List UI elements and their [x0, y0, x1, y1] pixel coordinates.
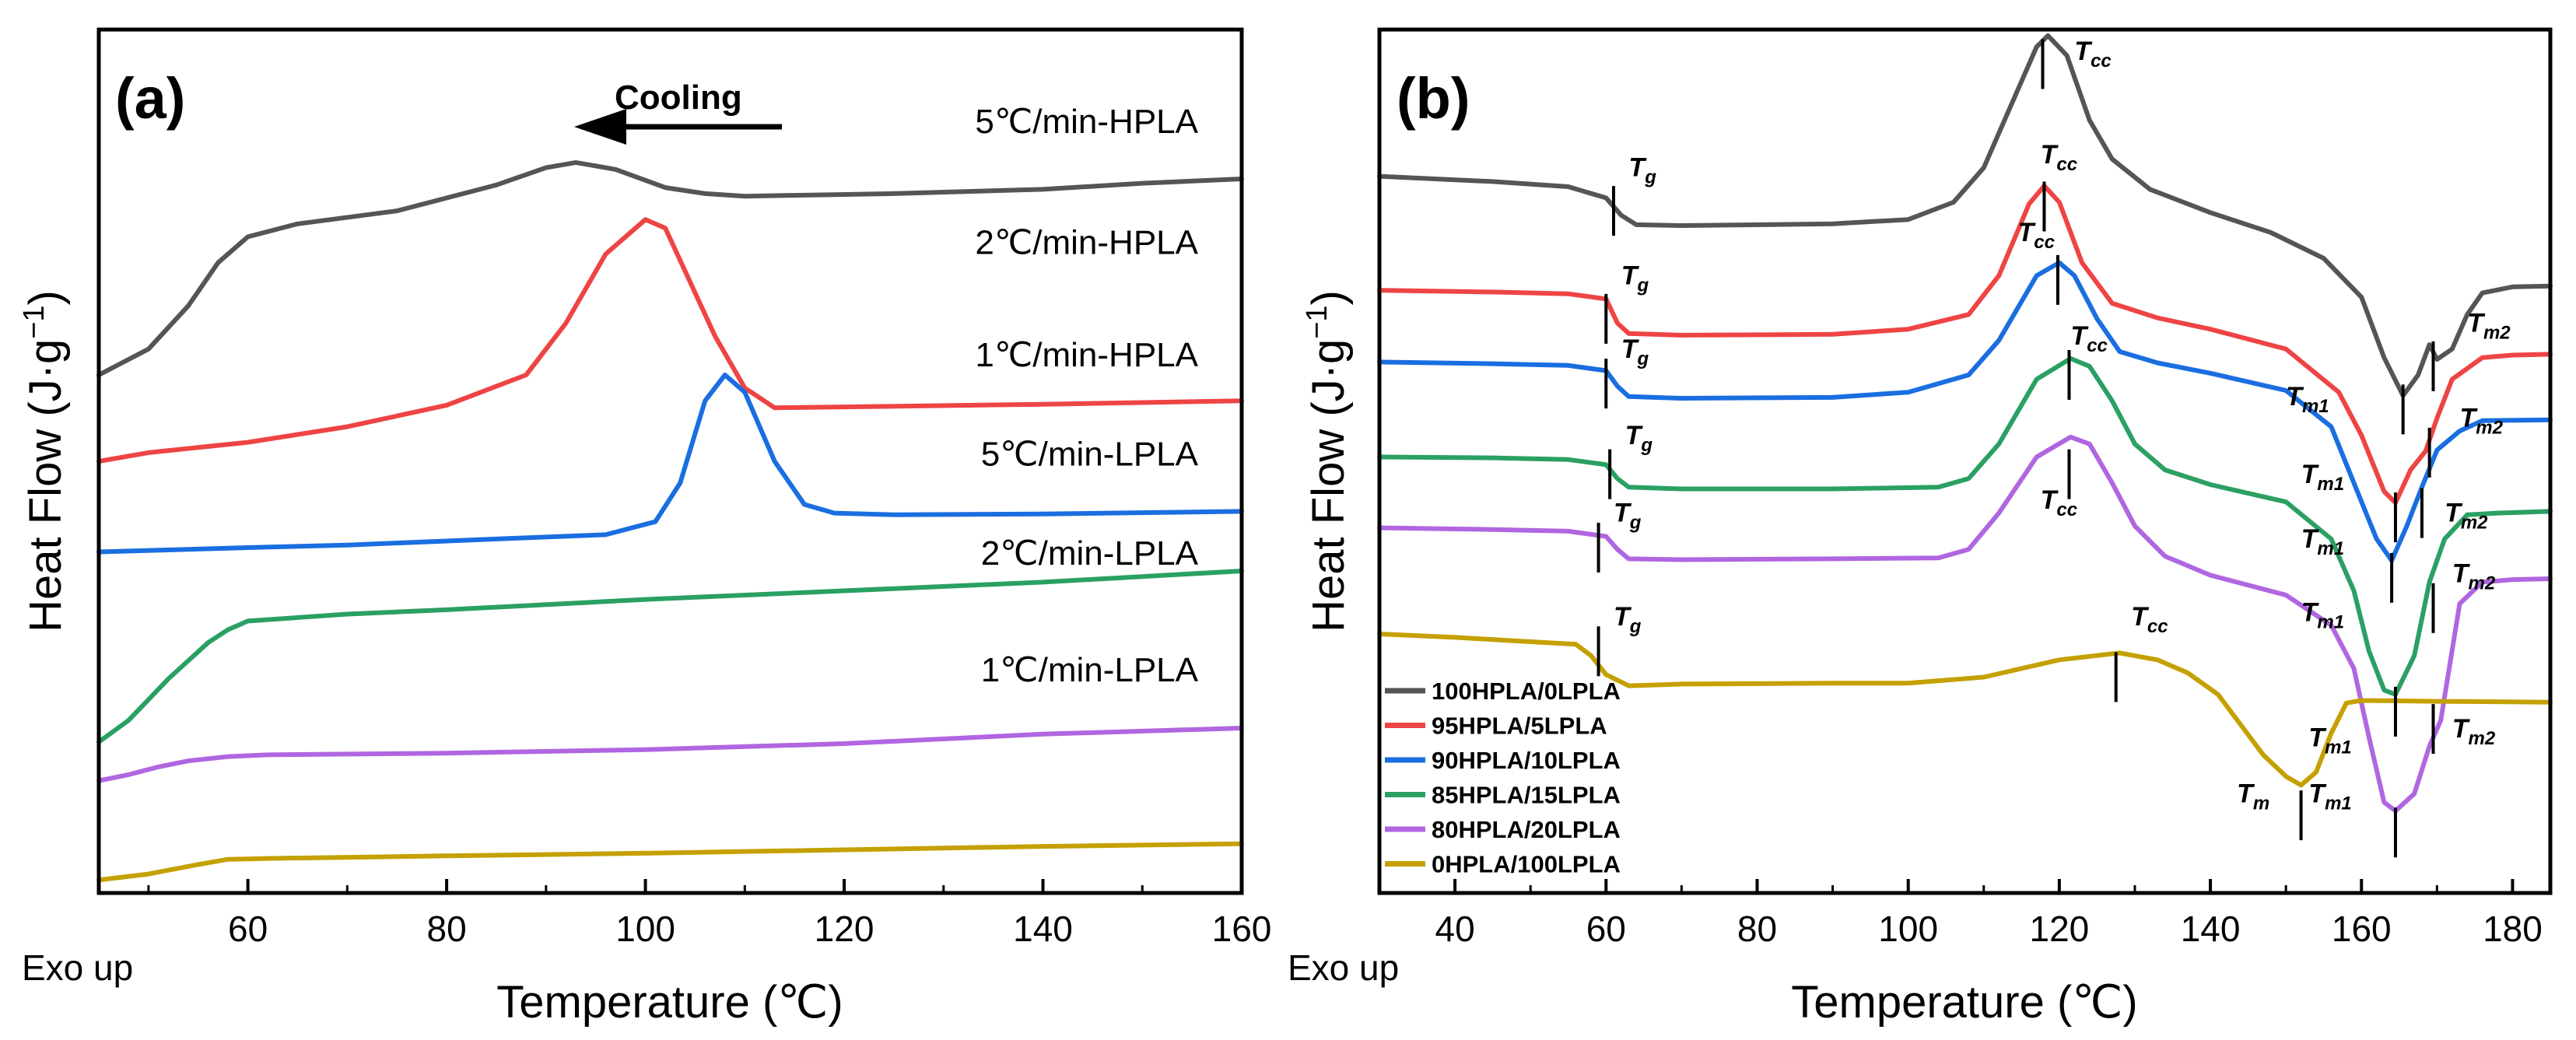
panel-b-legend: 100HPLA/0LPLA 95HPLA/5LPLA 90HPLA/10LPLA 85… [1385, 678, 1621, 878]
series-line-b-1 [1377, 183, 2553, 506]
annotation-label-21: Tm2 [2452, 714, 2496, 749]
cooling-arrow-icon [574, 109, 782, 145]
panel-b-y-label-close: ) [1303, 290, 1354, 305]
series-line-b-0 [1377, 33, 2553, 398]
series-line-b-5 [1377, 632, 2553, 788]
panel-b-x-axis-label: Temperature (℃) [1791, 977, 2137, 1028]
panel-a-x-ticks: 60 80 100 120 140 160 [147, 879, 1272, 949]
series-label-a-4: 2℃/min-LPLA [981, 534, 1199, 573]
x-tick-label-b-1: 60 [1586, 909, 1626, 949]
x-tick-label-b-3: 100 [1878, 909, 1938, 949]
annotation-label-13: Tm2 [2467, 309, 2511, 344]
x-tick-label-b-4: 120 [2029, 909, 2089, 949]
series-line-b-3 [1377, 355, 2553, 697]
annotation-label-1: Tg [1628, 153, 1656, 188]
series-line-b-2 [1377, 260, 2553, 563]
x-tick-label-a-2: 100 [615, 909, 675, 949]
legend-label-0: 100HPLA/0LPLA [1432, 678, 1621, 705]
annotation-label-2: Tcc [2041, 140, 2077, 175]
panel-a-frame [96, 27, 1244, 895]
series-line-a-3 [96, 569, 1244, 744]
series-label-a-2: 1℃/min-HPLA [975, 336, 1198, 374]
annotation-label-7: Tg [1625, 421, 1653, 456]
annotation-label-20: Tm1 [2308, 723, 2351, 758]
annotation-label-18: Tm1 [2301, 597, 2344, 632]
series-line-b-4 [1377, 434, 2553, 814]
panel-a-y-label-close: ) [20, 290, 71, 305]
panel-a-corner-label: Exo up [22, 947, 133, 988]
series-line-a-0 [96, 159, 1244, 377]
x-tick-label-b-2: 80 [1737, 909, 1777, 949]
annotation-label-4: Tcc [2017, 218, 2054, 253]
series-line-a-1 [96, 217, 1244, 464]
legend-label-4: 80HPLA/20LPLA [1432, 816, 1621, 843]
series-label-a-0: 5℃/min-HPLA [975, 103, 1198, 141]
annotation-label-0: Tcc [2074, 37, 2111, 72]
annotation-label-23: Tm1 [2308, 779, 2351, 814]
x-tick-label-b-6: 160 [2332, 909, 2392, 949]
panel-a-y-label-main: Heat Flow (J·g [20, 339, 71, 632]
panel-a-series-labels: 5℃/min-HPLA 2℃/min-HPLA 1℃/min-HPLA 5℃/min-… [975, 103, 1198, 689]
series-line-a-4 [96, 726, 1244, 783]
panel-b-x-ticks: 40 60 80 100 120 140 160 180 [1435, 879, 2543, 949]
annotation-label-3: Tg [1621, 261, 1649, 296]
legend-label-1: 95HPLA/5LPLA [1432, 713, 1607, 740]
annotation-label-8: Tcc [2041, 485, 2077, 520]
x-tick-label-a-4: 140 [1013, 909, 1073, 949]
x-tick-label-b-7: 180 [2483, 909, 2543, 949]
panel-b-y-label-sup: −1 [1301, 305, 1334, 338]
annotation-label-15: Tm2 [2459, 404, 2503, 439]
annotation-label-19: Tm2 [2452, 559, 2496, 594]
x-tick-label-a-5: 160 [1212, 909, 1272, 949]
panel-a-plot-area [96, 159, 1244, 883]
annotation-label-14: Tm1 [2301, 460, 2344, 495]
panel-b-plot-area [1377, 33, 2553, 814]
annotation-label-9: Tg [1614, 499, 1642, 534]
series-label-a-5: 1℃/min-LPLA [981, 651, 1199, 689]
panel-a-y-axis-label: Heat Flow (J·g−1) [18, 290, 71, 632]
x-tick-label-b-5: 140 [2181, 909, 2241, 949]
annotation-label-11: Tcc [2131, 602, 2168, 637]
panel-a-label: (a) [115, 66, 185, 131]
x-tick-label-b-0: 40 [1435, 909, 1475, 949]
annotation-label-22: Tm [2237, 779, 2269, 814]
panel-b-label: (b) [1397, 66, 1470, 131]
annotation-label-6: Tcc [2070, 321, 2107, 356]
legend-label-5: 0HPLA/100LPLA [1432, 851, 1621, 878]
panel-a: 60 80 100 120 140 160 5℃/min-HPLA 2℃/min-HPLA 1… [18, 27, 1272, 1028]
panel-a-y-label-sup: −1 [18, 305, 51, 338]
series-line-a-5 [96, 841, 1244, 883]
panel-b-annotations: Tcc Tg Tcc Tg Tcc Tg Tcc Tg Tcc Tg Tg Tcc Tm1 Tm2 Tm1 T… [1596, 37, 2511, 858]
panel-b-y-label-main: Heat Flow (J·g [1303, 339, 1354, 632]
x-tick-label-a-0: 60 [228, 909, 268, 949]
cooling-annotation: Cooling [615, 79, 742, 117]
annotation-label-5: Tg [1621, 334, 1649, 369]
annotation-label-17: Tm2 [2445, 499, 2488, 534]
panel-b-y-axis-label: Heat Flow (J·g−1) [1301, 290, 1354, 632]
annotation-label-16: Tm1 [2301, 524, 2344, 559]
series-line-a-2 [96, 373, 1244, 555]
annotation-label-12: Tm1 [2286, 382, 2329, 417]
panel-b-frame [1377, 27, 2553, 895]
legend-label-2: 90HPLA/10LPLA [1432, 747, 1621, 774]
x-tick-label-a-1: 80 [427, 909, 467, 949]
panel-b: Tcc Tg Tcc Tg Tcc Tg Tcc Tg Tcc Tg Tg Tcc Tm1 Tm2 Tm1 T… [1288, 27, 2553, 1028]
legend-label-3: 85HPLA/15LPLA [1432, 782, 1621, 809]
panel-b-corner-label: Exo up [1288, 947, 1399, 988]
series-label-a-3: 5℃/min-LPLA [981, 436, 1199, 474]
x-tick-label-a-3: 120 [815, 909, 874, 949]
panel-a-x-axis-label: Temperature (℃) [496, 977, 843, 1028]
annotation-label-10: Tg [1614, 602, 1642, 637]
series-label-a-1: 2℃/min-HPLA [975, 224, 1198, 262]
